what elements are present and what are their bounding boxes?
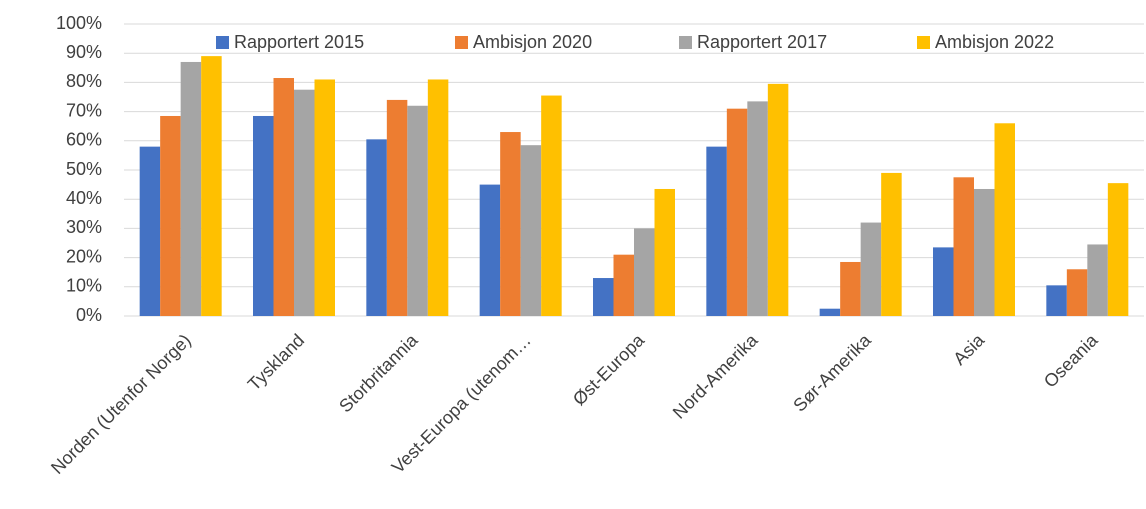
legend-label: Rapportert 2017	[697, 32, 827, 52]
y-tick-label: 0%	[76, 305, 102, 325]
legend-label: Ambisjon 2020	[473, 32, 592, 52]
bar	[613, 254, 634, 316]
x-tick-label: Nord-Amerika	[669, 329, 762, 422]
legend-swatch	[455, 36, 468, 49]
y-tick-label: 40%	[66, 188, 102, 208]
y-tick-label: 10%	[66, 276, 102, 296]
bar	[366, 139, 387, 316]
bar	[747, 101, 768, 316]
bar	[881, 172, 902, 316]
bar	[500, 132, 521, 316]
bar	[654, 188, 675, 316]
bar	[767, 83, 789, 316]
y-tick-label: 30%	[66, 217, 102, 237]
y-tick-label: 70%	[66, 100, 102, 120]
bar	[994, 123, 1015, 316]
bar	[1046, 285, 1067, 316]
x-tick-label: Norden (Utenfor Norge)	[47, 330, 195, 478]
bar	[860, 222, 882, 316]
bar	[706, 146, 727, 316]
bar	[180, 61, 202, 317]
bar	[726, 108, 748, 317]
bar	[1107, 183, 1129, 316]
bar	[634, 228, 655, 316]
y-tick-label: 20%	[66, 246, 102, 266]
bar	[520, 145, 542, 316]
bar	[386, 99, 408, 316]
bar	[273, 78, 294, 317]
bar	[139, 146, 161, 316]
x-tick-label: Sør-Amerika	[789, 329, 875, 415]
bar	[974, 188, 995, 316]
bar	[1087, 244, 1108, 316]
bar	[933, 247, 954, 316]
legend-label: Rapportert 2015	[234, 32, 364, 52]
bar	[160, 115, 181, 316]
bar	[953, 177, 974, 316]
x-tick-label: Tyskland	[244, 330, 308, 394]
bar	[479, 184, 501, 316]
legend-swatch	[216, 36, 229, 49]
y-tick-label: 50%	[66, 159, 102, 179]
x-tick-label: Storbritannia	[335, 329, 422, 416]
y-tick-label: 100%	[56, 13, 102, 33]
legend-label: Ambisjon 2022	[935, 32, 1054, 52]
bar	[1066, 269, 1088, 316]
y-tick-label: 80%	[66, 71, 102, 91]
y-tick-label: 60%	[66, 130, 102, 150]
bar	[819, 308, 841, 316]
bar	[840, 261, 861, 316]
x-tick-label: Øst-Europa	[569, 329, 649, 409]
x-tick-label: Asia	[949, 329, 989, 369]
bar	[253, 115, 274, 316]
bar	[314, 79, 335, 316]
bar	[593, 278, 614, 316]
x-tick-label: Oseania	[1040, 329, 1102, 391]
legend-swatch	[917, 36, 930, 49]
bar	[407, 105, 428, 316]
bar	[427, 79, 449, 316]
bar	[294, 89, 315, 316]
y-tick-label: 90%	[66, 42, 102, 62]
legend-swatch	[679, 36, 692, 49]
bar	[541, 95, 562, 316]
bar	[201, 56, 222, 317]
